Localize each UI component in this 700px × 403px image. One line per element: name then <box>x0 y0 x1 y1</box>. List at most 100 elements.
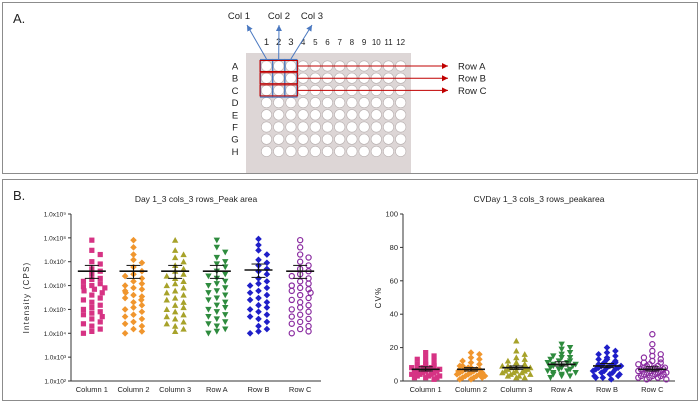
plate-well <box>346 133 358 145</box>
plate-well <box>309 133 321 145</box>
data-point <box>171 302 179 308</box>
data-point <box>213 281 221 287</box>
data-point <box>263 259 271 267</box>
plate-well <box>358 109 370 121</box>
data-point <box>138 322 146 330</box>
data-point <box>558 346 565 353</box>
data-point <box>205 314 212 320</box>
data-point <box>431 363 437 369</box>
data-point <box>213 316 221 323</box>
data-point <box>138 328 146 335</box>
data-point <box>603 344 611 351</box>
data-point <box>80 330 87 336</box>
data-point <box>296 284 304 292</box>
x-tick-label: Column 3 <box>500 385 532 394</box>
data-point <box>467 349 475 356</box>
chart-title: CVDay 1_3 cols_3 rows_peakarea <box>474 194 605 204</box>
data-point <box>566 358 574 365</box>
data-point <box>635 367 642 375</box>
plate-row-letter: G <box>231 135 238 146</box>
data-point <box>464 371 472 378</box>
data-point <box>97 302 103 308</box>
data-point <box>521 351 528 357</box>
plate-column-number: 3 <box>288 37 293 48</box>
data-point <box>89 323 95 329</box>
plate-well <box>260 145 272 157</box>
data-point <box>97 281 103 287</box>
data-point <box>138 308 146 316</box>
data-point <box>305 302 312 309</box>
data-point <box>437 373 443 379</box>
data-point <box>121 294 129 302</box>
data-point <box>171 287 179 294</box>
data-point <box>255 280 262 287</box>
x-tick-label: Row B <box>247 385 269 394</box>
data-point <box>222 312 229 318</box>
plate-well <box>358 121 370 133</box>
data-point <box>246 329 254 337</box>
plate-well <box>395 97 407 109</box>
plate-well <box>309 97 321 109</box>
data-point <box>130 278 137 285</box>
plate-well <box>321 121 333 133</box>
plate-well <box>297 133 309 145</box>
data-point <box>130 311 137 319</box>
data-point <box>288 306 295 313</box>
data-point <box>558 351 565 358</box>
data-point <box>459 374 466 381</box>
plate-well <box>395 145 407 157</box>
data-point <box>99 290 105 296</box>
series-group <box>286 236 315 337</box>
data-point <box>97 326 103 332</box>
x-tick-label: Column 2 <box>455 385 487 394</box>
data-point <box>205 290 212 296</box>
plate-well <box>309 121 321 133</box>
data-point <box>205 321 212 327</box>
data-point <box>180 270 187 277</box>
column-callout-label: Col 2 <box>268 11 290 22</box>
peak-area-chart: Day 1_3 cols_3 rows_Peak area Intensity (… <box>22 194 675 394</box>
data-point <box>288 320 295 327</box>
data-point <box>467 376 475 383</box>
plate-row-letter: B <box>232 74 238 85</box>
data-point <box>603 349 611 356</box>
y-tick-label: 20 <box>390 343 398 352</box>
data-point <box>130 256 137 264</box>
data-point <box>121 329 129 337</box>
column-arrow <box>246 24 267 60</box>
data-point <box>518 369 526 376</box>
data-point <box>180 304 187 311</box>
data-point <box>414 356 420 362</box>
plate-well <box>321 97 333 109</box>
plate-well <box>334 121 346 133</box>
series-group <box>635 331 670 383</box>
data-point <box>411 375 418 381</box>
data-point <box>550 371 557 378</box>
data-point <box>138 285 146 293</box>
data-point <box>222 259 229 265</box>
plate-column-number: 12 <box>396 38 405 47</box>
data-point <box>453 371 461 378</box>
y-tick-label: 100 <box>385 210 398 219</box>
plate-row-letter: A <box>232 62 239 73</box>
data-point <box>180 325 187 332</box>
data-point <box>423 375 429 381</box>
data-point <box>635 361 642 368</box>
data-point <box>296 299 304 306</box>
data-point <box>222 292 229 299</box>
data-point <box>456 369 464 376</box>
plate-well <box>321 109 333 121</box>
y-tick-label: 1.0x10⁷ <box>44 259 67 266</box>
data-point <box>97 251 103 258</box>
y-tick-label: 60 <box>390 276 398 285</box>
data-point <box>213 237 221 244</box>
x-tick-label: Row A <box>206 385 228 394</box>
data-point <box>213 302 221 309</box>
data-point <box>205 297 212 304</box>
plate-well <box>334 109 346 121</box>
data-point <box>499 369 506 376</box>
plate-well <box>260 97 272 109</box>
data-point <box>130 291 137 299</box>
plate-column-number: 1 <box>264 37 269 48</box>
